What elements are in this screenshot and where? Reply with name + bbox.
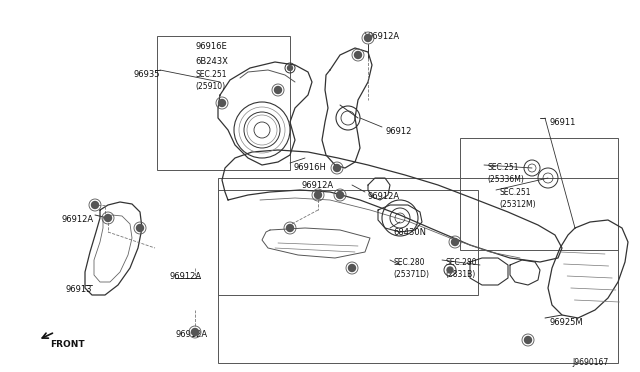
Text: 96912A: 96912A bbox=[62, 215, 94, 224]
Text: 96912A: 96912A bbox=[170, 272, 202, 281]
Circle shape bbox=[349, 264, 355, 272]
Bar bbox=[218, 190, 478, 295]
Circle shape bbox=[191, 328, 198, 336]
Text: 96912A: 96912A bbox=[175, 330, 207, 339]
Text: 96916H: 96916H bbox=[294, 163, 327, 172]
Circle shape bbox=[104, 215, 111, 221]
Circle shape bbox=[275, 87, 282, 93]
Text: 96912: 96912 bbox=[385, 127, 412, 136]
Text: SEC.251: SEC.251 bbox=[487, 163, 518, 172]
Text: 96912A: 96912A bbox=[368, 32, 400, 41]
Bar bbox=[157, 36, 290, 170]
Circle shape bbox=[287, 65, 292, 71]
Bar bbox=[218, 178, 618, 363]
Circle shape bbox=[287, 224, 294, 231]
Text: (25371D): (25371D) bbox=[393, 270, 429, 279]
Circle shape bbox=[365, 35, 371, 42]
Circle shape bbox=[355, 51, 362, 58]
Text: 96913: 96913 bbox=[65, 285, 92, 294]
Circle shape bbox=[337, 192, 344, 199]
Text: (25336M): (25336M) bbox=[487, 175, 524, 184]
Text: (25910): (25910) bbox=[195, 82, 225, 91]
Circle shape bbox=[451, 238, 458, 246]
Text: 68430N: 68430N bbox=[393, 228, 426, 237]
Text: 96912A: 96912A bbox=[368, 192, 400, 201]
Text: (25312M): (25312M) bbox=[499, 200, 536, 209]
Circle shape bbox=[92, 202, 99, 208]
Text: 96925M: 96925M bbox=[550, 318, 584, 327]
Circle shape bbox=[525, 337, 531, 343]
Text: (2831B): (2831B) bbox=[445, 270, 476, 279]
Text: 96916E: 96916E bbox=[195, 42, 227, 51]
Text: FRONT: FRONT bbox=[50, 340, 84, 349]
Text: SEC.280: SEC.280 bbox=[445, 258, 477, 267]
Circle shape bbox=[218, 99, 225, 106]
Text: SEC.251: SEC.251 bbox=[499, 188, 531, 197]
Bar bbox=[460, 138, 618, 250]
Circle shape bbox=[136, 224, 143, 231]
Text: 96912A: 96912A bbox=[301, 181, 333, 190]
Text: J9690167: J9690167 bbox=[572, 358, 608, 367]
Text: 6B243X: 6B243X bbox=[195, 57, 228, 66]
Circle shape bbox=[314, 192, 321, 199]
Circle shape bbox=[447, 267, 453, 273]
Text: SEC.280: SEC.280 bbox=[393, 258, 424, 267]
Text: 96935: 96935 bbox=[133, 70, 159, 79]
Text: SEC.251: SEC.251 bbox=[195, 70, 227, 79]
Circle shape bbox=[333, 164, 340, 171]
Text: 96911: 96911 bbox=[549, 118, 575, 127]
